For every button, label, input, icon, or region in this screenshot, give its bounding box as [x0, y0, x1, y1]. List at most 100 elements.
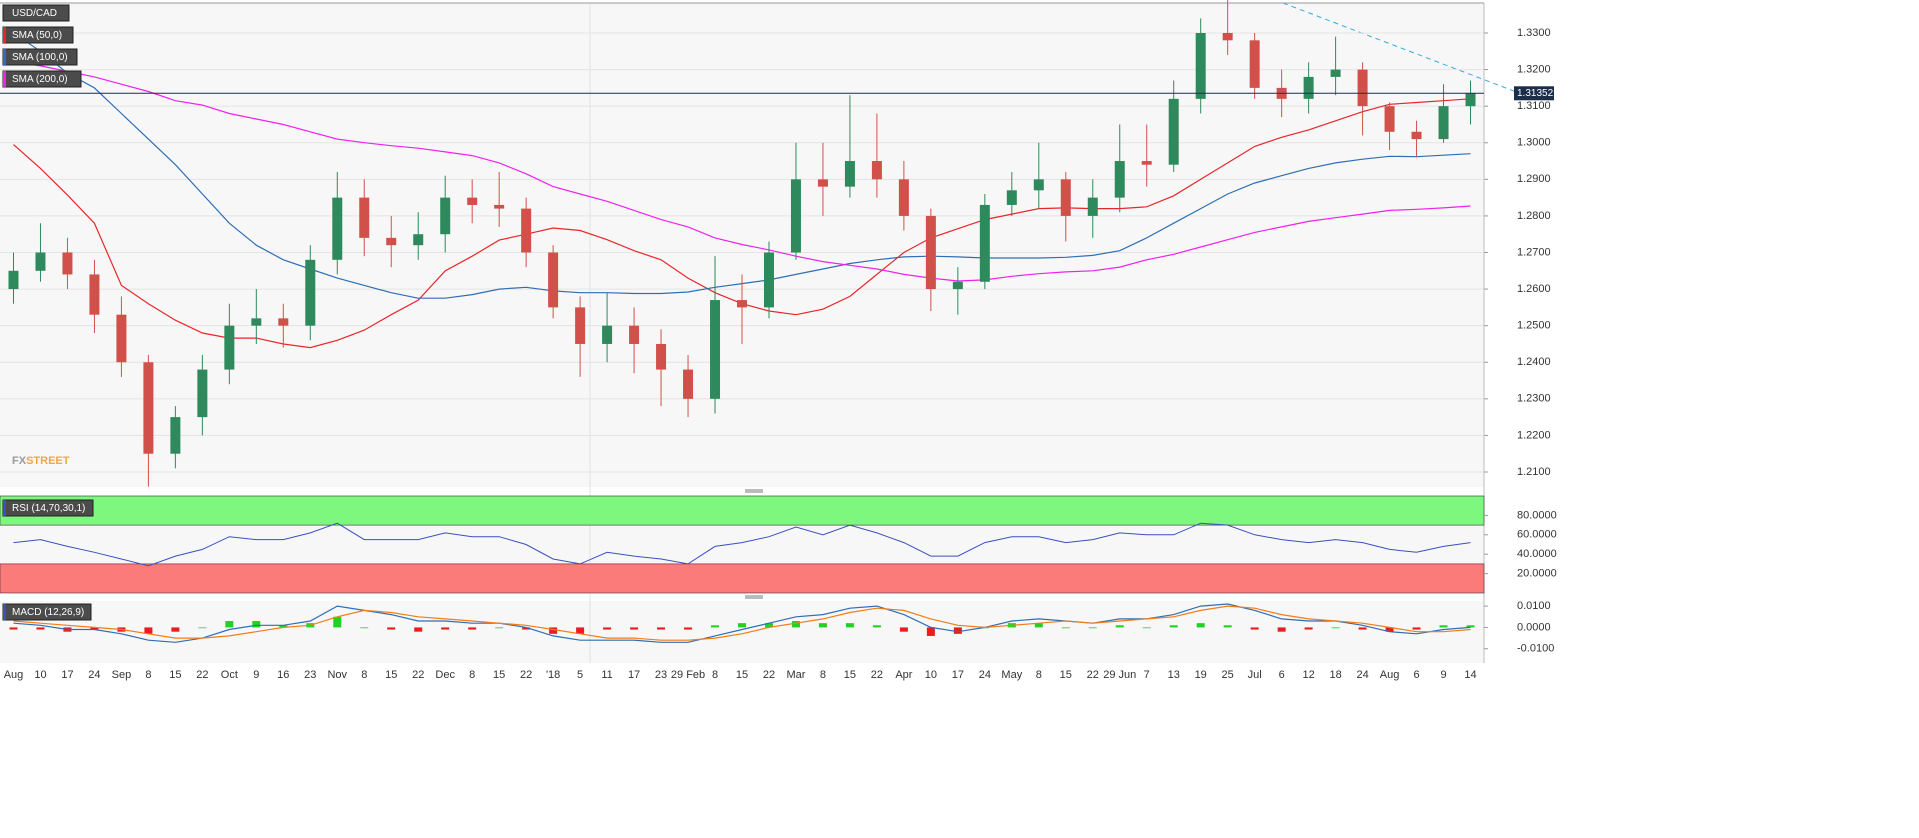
candle-body — [1438, 106, 1449, 140]
x-tick-label: 15 — [736, 669, 748, 681]
x-tick-label: 15 — [169, 669, 181, 681]
histogram-bar — [738, 623, 746, 628]
y-tick-label: 1.3000 — [1517, 137, 1551, 149]
legend-box — [2, 4, 70, 22]
candle-body — [521, 208, 532, 253]
candle-body — [1195, 32, 1206, 99]
histogram-bar — [495, 627, 504, 629]
x-tick-label: 16 — [277, 669, 289, 681]
histogram-bar — [1061, 627, 1070, 629]
candle-body — [656, 343, 667, 370]
x-tick-label: 15 — [493, 669, 505, 681]
x-tick-label: 9 — [253, 669, 259, 681]
histogram-bar — [818, 623, 827, 628]
candle-body — [1249, 40, 1260, 88]
x-tick-label: 14 — [1464, 669, 1476, 681]
x-tick-label: 15 — [385, 669, 397, 681]
legend-label: RSI (14,70,30,1) — [12, 503, 85, 514]
x-tick-label: Aug — [4, 669, 24, 681]
legend-swatch — [3, 500, 6, 516]
candle-body — [602, 325, 613, 344]
candle-body — [1330, 69, 1341, 77]
histogram-bar — [1196, 623, 1205, 628]
x-tick-label: 29 Feb — [671, 669, 705, 681]
legend-label: SMA (100,0) — [12, 52, 68, 63]
x-tick-label: Aug — [1380, 669, 1400, 681]
candle-body — [952, 281, 963, 290]
histogram-bar — [225, 621, 234, 628]
legend-label: SMA (50,0) — [12, 30, 62, 41]
candle-body — [1006, 190, 1017, 205]
x-tick-label: 9 — [1440, 669, 1446, 681]
x-tick-label: 7 — [1144, 669, 1150, 681]
candle-body — [737, 300, 747, 308]
y-tick-label: 0.0000 — [1517, 621, 1551, 633]
y-tick-label: 80.0000 — [1517, 509, 1557, 521]
histogram-bar — [387, 627, 396, 630]
histogram-bar — [1331, 627, 1340, 629]
zone-band — [0, 495, 1485, 526]
histogram-bar — [872, 625, 881, 628]
x-tick-label: Mar — [786, 669, 805, 681]
candle-body — [224, 325, 235, 370]
histogram-bar — [657, 627, 666, 630]
histogram-bar — [711, 625, 720, 628]
candle-body — [89, 274, 100, 315]
macd-line — [13, 605, 1471, 641]
candle-body — [1141, 161, 1152, 165]
candle-body — [170, 417, 181, 454]
histogram-bar — [90, 627, 99, 630]
y-tick-label: 1.3300 — [1517, 27, 1551, 39]
histogram-bar — [1169, 625, 1178, 628]
legend-swatch — [3, 71, 6, 87]
histogram-bar — [414, 627, 423, 632]
y-tick-label: -0.0100 — [1517, 643, 1554, 655]
last-price-tag — [1514, 86, 1554, 101]
candle-body — [332, 197, 343, 260]
histogram-bar — [1034, 623, 1043, 628]
candle-body — [763, 252, 774, 308]
candle-body — [1087, 197, 1098, 216]
x-tick-label: 6 — [1413, 669, 1419, 681]
y-tick-label: 1.2700 — [1517, 246, 1551, 258]
macd-panel — [0, 601, 1484, 663]
x-tick-label: 24 — [1356, 669, 1368, 681]
candle-body — [197, 369, 208, 418]
x-tick-label: 19 — [1195, 669, 1207, 681]
x-tick-label: 8 — [361, 669, 367, 681]
histogram-bar — [441, 627, 450, 630]
histogram-bar — [791, 621, 800, 628]
candle-body — [440, 197, 451, 235]
y-tick-label: 1.2600 — [1517, 283, 1551, 295]
x-tick-label: 15 — [844, 669, 856, 681]
candle-body — [494, 204, 505, 209]
histogram-bar — [1223, 625, 1232, 628]
candle-body — [386, 237, 397, 246]
candle-body — [817, 179, 828, 187]
histogram-bar — [576, 627, 585, 634]
histogram-bar — [36, 627, 45, 630]
histogram-bar — [522, 627, 531, 630]
histogram-bar — [953, 627, 962, 634]
x-tick-label: 8 — [712, 669, 718, 681]
x-tick-label: 22 — [871, 669, 883, 681]
candle-body — [575, 307, 586, 344]
y-tick-label: 1.2300 — [1517, 393, 1551, 405]
legend-swatch — [3, 604, 6, 620]
legend-label: MACD (12,26,9) — [12, 607, 84, 618]
y-tick-label: 1.2900 — [1517, 173, 1551, 185]
candle-body — [1168, 98, 1179, 165]
x-tick-label: 13 — [1168, 669, 1180, 681]
y-tick-label: 60.0000 — [1517, 529, 1557, 541]
candle-body — [925, 215, 936, 290]
x-tick-label: 8 — [1036, 669, 1042, 681]
histogram-bar — [926, 627, 935, 636]
histogram-bar — [630, 627, 639, 630]
candle-body — [143, 362, 154, 454]
candle-body — [116, 314, 127, 363]
legend-label: USD/CAD — [12, 8, 57, 19]
y-tick-label: 1.2400 — [1517, 356, 1551, 368]
x-tick-label: 23 — [304, 669, 316, 681]
x-tick-label: Jul — [1248, 669, 1262, 681]
candle-body — [278, 318, 289, 326]
